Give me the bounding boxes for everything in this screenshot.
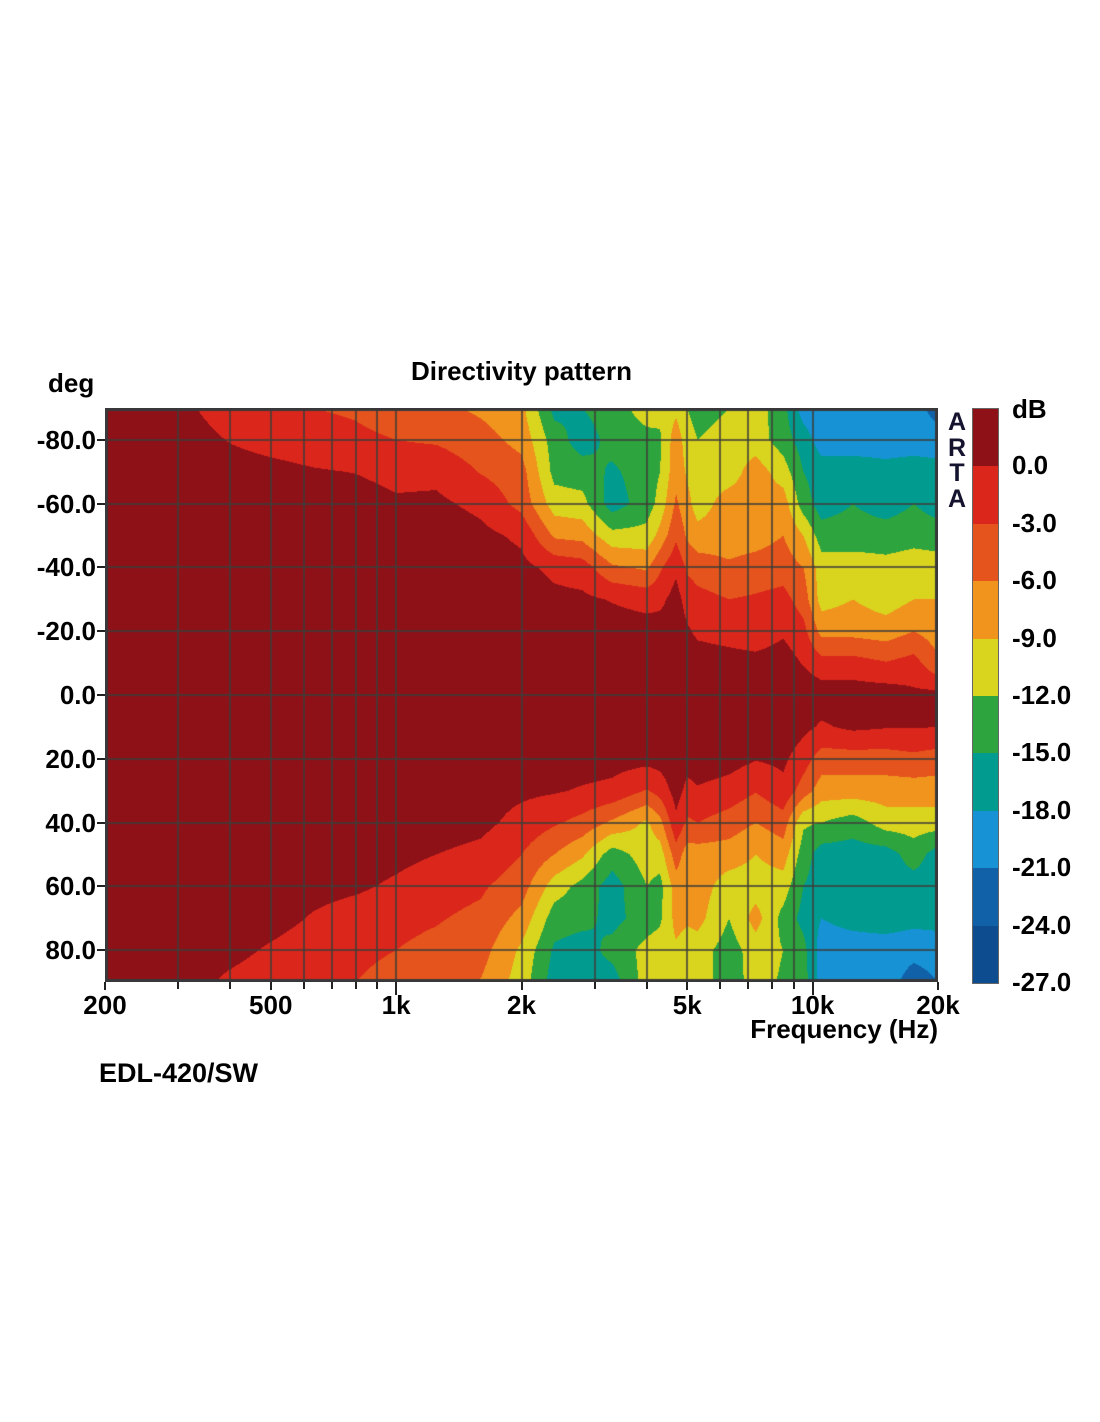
y-axis-unit-label: deg xyxy=(48,368,95,398)
chart-title: Directivity pattern xyxy=(410,356,633,386)
colorbar-segment xyxy=(973,925,998,983)
colorbar-unit-label: dB xyxy=(1012,394,1047,424)
x-tick-label: 200 xyxy=(83,990,127,1020)
x-tick-label: 20k xyxy=(916,990,960,1020)
y-tickmark xyxy=(97,949,105,952)
colorbar-segment xyxy=(973,753,998,811)
colorbar-segment xyxy=(973,638,998,696)
y-tick-label: 40.0 xyxy=(45,807,96,838)
y-tickmark xyxy=(97,694,105,696)
colorbar-segment xyxy=(973,695,998,754)
heatmap-canvas xyxy=(105,408,938,982)
x-tickmark xyxy=(811,982,814,995)
colorbar-boundary-label: -21.0 xyxy=(1012,852,1072,883)
x-tick-label: 2k xyxy=(507,990,536,1020)
x-tickmark xyxy=(104,982,106,990)
x-minor-tickmark xyxy=(593,982,596,989)
x-minor-tickmark xyxy=(719,982,722,989)
x-tick-label: 500 xyxy=(249,990,293,1020)
arta-watermark-letter: A xyxy=(947,408,967,436)
colorbar-segment xyxy=(973,868,998,926)
y-tick-label: 60.0 xyxy=(45,871,96,902)
x-tick-label: 1k xyxy=(381,990,411,1020)
colorbar-segment xyxy=(973,523,998,582)
y-tick-label: -80.0 xyxy=(36,424,96,455)
x-tickmark xyxy=(937,982,939,990)
colorbar-segment xyxy=(973,581,998,639)
x-tickmark xyxy=(520,982,523,990)
x-minor-tickmark xyxy=(302,982,305,989)
speaker-model-label: EDL-420/SW xyxy=(99,1058,259,1088)
x-minor-tickmark xyxy=(354,982,357,989)
x-tick-label: 5k xyxy=(672,990,702,1020)
x-tickmark xyxy=(395,982,398,995)
colorbar-boundary-label: -24.0 xyxy=(1012,909,1072,940)
directivity-heatmap xyxy=(105,408,938,982)
colorbar-boundary-label: -27.0 xyxy=(1012,967,1072,997)
y-tickmark xyxy=(97,502,105,505)
colorbar-boundary-label: -9.0 xyxy=(1012,622,1057,653)
colorbar xyxy=(972,408,999,984)
x-minor-tickmark xyxy=(229,982,232,989)
colorbar-boundary-label: -3.0 xyxy=(1012,507,1057,538)
y-tick-label: -20.0 xyxy=(36,616,96,647)
x-minor-tickmark xyxy=(747,982,750,989)
y-tick-label: 20.0 xyxy=(45,743,96,774)
colorbar-boundary-label: -18.0 xyxy=(1012,794,1072,825)
y-tickmark xyxy=(97,438,105,441)
y-tickmark xyxy=(97,885,105,888)
y-tick-label: 80.0 xyxy=(45,935,96,966)
colorbar-boundary-label: -12.0 xyxy=(1012,680,1072,710)
x-minor-tickmark xyxy=(792,982,795,989)
colorbar-boundary-label: -15.0 xyxy=(1012,737,1072,768)
x-minor-tickmark xyxy=(771,982,774,989)
y-tickmark xyxy=(97,821,105,824)
y-tickmark xyxy=(97,566,105,569)
x-tickmark xyxy=(686,982,689,990)
colorbar-segment xyxy=(973,810,998,869)
arta-watermark-letter: R xyxy=(947,433,967,462)
colorbar-boundary-label: 0.0 xyxy=(1012,450,1049,481)
y-tick-label: 0.0 xyxy=(59,680,96,710)
x-minor-tickmark xyxy=(177,982,180,989)
x-axis-title: Frequency (Hz) xyxy=(750,1014,938,1044)
x-minor-tickmark xyxy=(330,982,333,989)
x-tick-label: 10k xyxy=(790,990,835,1020)
colorbar-segment xyxy=(973,409,998,467)
x-tickmark xyxy=(269,982,272,990)
arta-watermark-letter: T xyxy=(949,459,965,487)
y-tickmark xyxy=(97,630,105,633)
y-tickmark xyxy=(97,757,105,760)
colorbar-boundary-label: -6.0 xyxy=(1012,565,1057,596)
x-minor-tickmark xyxy=(376,982,379,989)
arta-watermark-letter: A xyxy=(947,484,967,513)
y-tick-label: -40.0 xyxy=(36,552,96,583)
y-tick-label: -60.0 xyxy=(36,488,96,519)
x-minor-tickmark xyxy=(645,982,648,989)
colorbar-segment xyxy=(973,466,998,524)
